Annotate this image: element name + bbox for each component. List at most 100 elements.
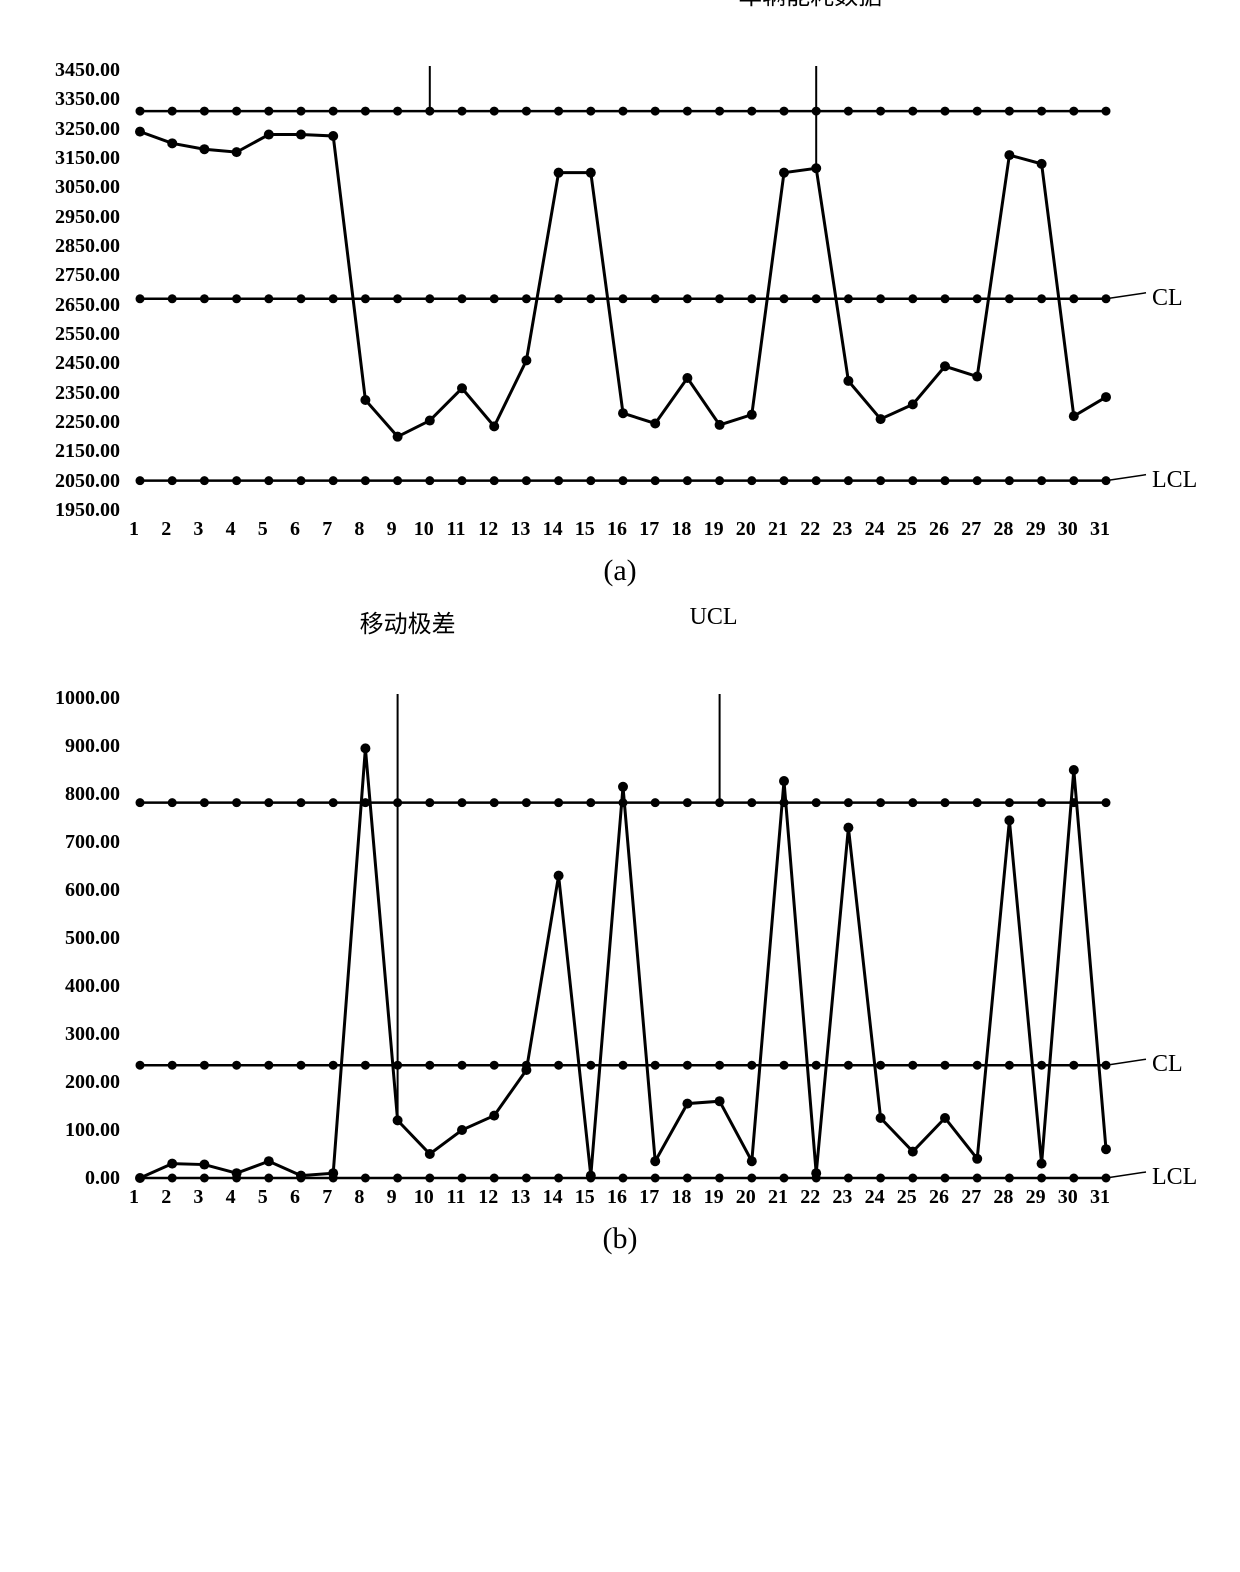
- control-marker-ucl: [941, 798, 950, 807]
- chart-svg-b: [126, 698, 1146, 1178]
- control-marker-cl: [941, 1061, 950, 1070]
- control-marker-lcl: [747, 476, 756, 485]
- data-series-marker: [779, 776, 789, 786]
- control-marker-ucl: [329, 798, 338, 807]
- control-marker-cl: [747, 294, 756, 303]
- data-series-marker: [328, 131, 338, 141]
- x-tick-label: 23: [832, 518, 852, 541]
- data-series-marker: [199, 144, 209, 154]
- control-marker-lcl: [586, 476, 595, 485]
- control-marker-cl: [297, 294, 306, 303]
- data-series-marker: [972, 1154, 982, 1164]
- control-marker-lcl: [780, 1174, 789, 1183]
- x-tick-label: 18: [671, 518, 691, 541]
- right-label-cl-a: CL: [1152, 285, 1183, 312]
- data-series-marker: [715, 1096, 725, 1106]
- x-tick-label: 2: [161, 518, 171, 541]
- control-marker-lcl: [683, 1174, 692, 1183]
- control-marker-ucl: [136, 107, 145, 116]
- control-marker-cl: [586, 294, 595, 303]
- x-tick-label: 13: [510, 1186, 530, 1209]
- data-series-marker: [908, 1147, 918, 1157]
- data-series-marker: [940, 361, 950, 371]
- control-marker-lcl: [554, 1174, 563, 1183]
- control-marker-cl: [490, 1061, 499, 1070]
- control-marker-lcl: [651, 1174, 660, 1183]
- control-marker-lcl: [715, 476, 724, 485]
- data-series-marker: [1069, 411, 1079, 421]
- data-series-marker: [1101, 1144, 1111, 1154]
- data-series-marker: [521, 355, 531, 365]
- control-marker-lcl: [876, 476, 885, 485]
- data-series-marker: [232, 1168, 242, 1178]
- control-marker-ucl: [1102, 798, 1111, 807]
- x-axis-b: 1234567891011121314151617181920212223242…: [120, 1186, 1140, 1212]
- control-marker-cl: [941, 294, 950, 303]
- data-series-marker: [876, 1113, 886, 1123]
- control-marker-ucl: [168, 798, 177, 807]
- data-series-marker: [264, 130, 274, 140]
- x-tick-label: 16: [607, 1186, 627, 1209]
- control-marker-cl: [1069, 294, 1078, 303]
- control-marker-ucl: [232, 798, 241, 807]
- data-series-marker: [232, 147, 242, 157]
- control-marker-lcl: [941, 476, 950, 485]
- x-tick-label: 9: [387, 518, 397, 541]
- control-marker-ucl: [329, 107, 338, 116]
- data-series-marker: [876, 414, 886, 424]
- data-series-marker: [1004, 815, 1014, 825]
- control-marker-cl: [876, 294, 885, 303]
- data-series-marker: [1101, 392, 1111, 402]
- control-marker-cl: [1069, 1061, 1078, 1070]
- control-marker-cl: [554, 294, 563, 303]
- control-chart-a: UCL 车辆能耗数据 3450.003350.003250.003150.003…: [20, 20, 1220, 588]
- right-label-lcl-b: LCL: [1152, 1164, 1197, 1191]
- control-marker-ucl: [973, 798, 982, 807]
- x-tick-label: 16: [607, 518, 627, 541]
- x-tick-label: 23: [832, 1186, 852, 1209]
- control-marker-ucl: [490, 107, 499, 116]
- control-marker-cl: [780, 294, 789, 303]
- x-tick-label: 14: [543, 518, 563, 541]
- x-tick-label: 17: [639, 518, 659, 541]
- control-marker-ucl: [844, 798, 853, 807]
- control-marker-lcl: [1069, 1174, 1078, 1183]
- data-series-marker: [328, 1168, 338, 1178]
- data-series-marker: [393, 432, 403, 442]
- x-tick-label: 4: [226, 518, 236, 541]
- x-tick-label: 25: [897, 1186, 917, 1209]
- control-marker-lcl: [232, 476, 241, 485]
- control-marker-ucl: [941, 107, 950, 116]
- x-tick-label: 6: [290, 1186, 300, 1209]
- control-marker-ucl: [200, 107, 209, 116]
- control-marker-cl: [393, 294, 402, 303]
- x-tick-label: 10: [414, 1186, 434, 1209]
- control-marker-lcl: [490, 1174, 499, 1183]
- control-marker-lcl: [812, 476, 821, 485]
- chart-svg-a: [126, 70, 1146, 510]
- control-marker-ucl: [297, 798, 306, 807]
- data-series-marker: [682, 373, 692, 383]
- data-series-marker: [1037, 1159, 1047, 1169]
- control-marker-lcl: [393, 476, 402, 485]
- control-marker-lcl: [908, 1174, 917, 1183]
- control-marker-lcl: [264, 1174, 273, 1183]
- right-label-leader: [1106, 1059, 1146, 1065]
- control-marker-cl: [844, 1061, 853, 1070]
- data-series-marker: [586, 1171, 596, 1181]
- data-series-marker: [554, 168, 564, 178]
- control-marker-lcl: [168, 1174, 177, 1183]
- data-series-marker: [940, 1113, 950, 1123]
- control-marker-ucl: [747, 107, 756, 116]
- data-series-marker: [972, 372, 982, 382]
- control-marker-cl: [329, 1061, 338, 1070]
- data-series-marker: [489, 1111, 499, 1121]
- control-marker-cl: [973, 294, 982, 303]
- data-series-marker: [586, 168, 596, 178]
- control-marker-cl: [168, 1061, 177, 1070]
- control-marker-cl: [1037, 294, 1046, 303]
- control-marker-lcl: [522, 1174, 531, 1183]
- x-tick-label: 11: [447, 518, 466, 541]
- control-marker-lcl: [844, 476, 853, 485]
- control-marker-cl: [619, 294, 628, 303]
